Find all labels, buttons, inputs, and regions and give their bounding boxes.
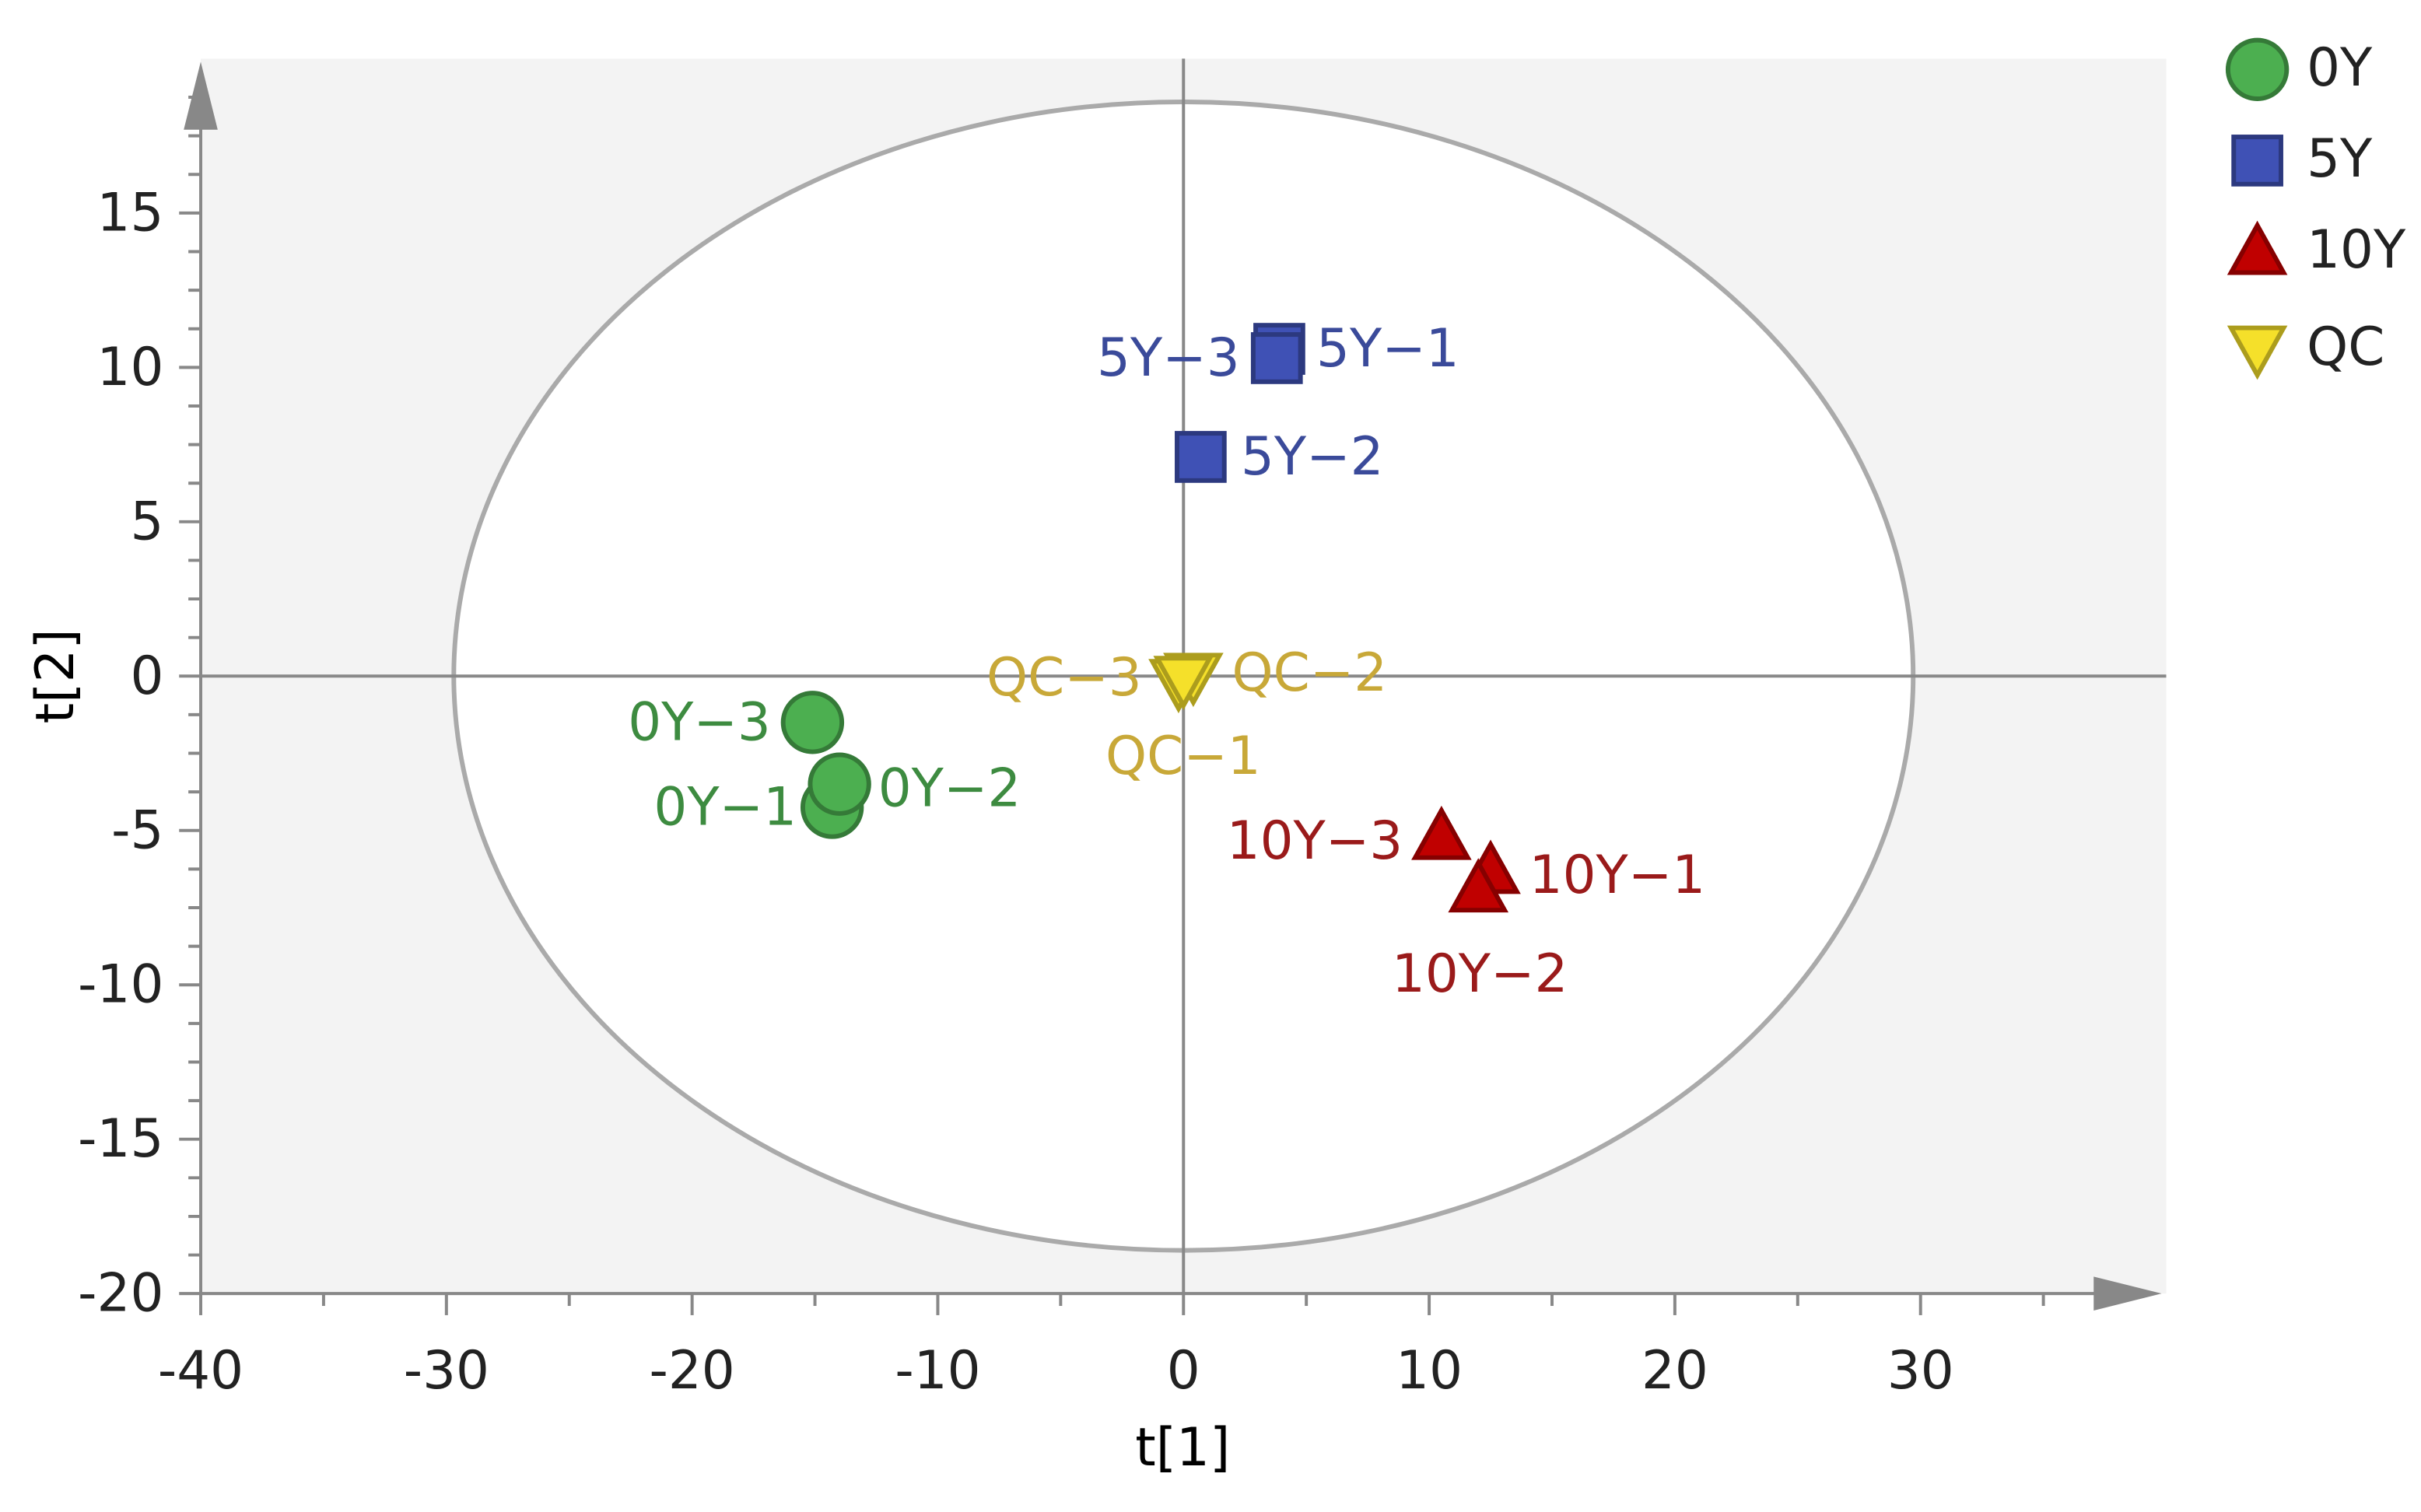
x-tick-label: 0 [1167,1339,1200,1401]
point-label: 10Y−3 [1227,810,1403,871]
x-tick-label: -10 [895,1339,980,1401]
point-label: 5Y−3 [1097,327,1240,388]
point-label: 10Y−1 [1529,844,1706,905]
legend-label: 10Y [2307,219,2406,280]
x-tick-label: -40 [158,1339,244,1401]
x-tick-label: 30 [1887,1339,1954,1401]
x-axis-label: t[1] [1135,1416,1230,1478]
x-axis-arrow [2093,1276,2162,1311]
point-label: 5Y−2 [1241,425,1384,487]
y-tick-label: 5 [130,490,163,551]
legend-marker [2227,220,2288,275]
x-tick-label: 20 [1641,1339,1708,1401]
y-tick-label: -10 [78,954,163,1015]
y-tick-label: 0 [130,645,163,706]
x-tick-label: 10 [1396,1339,1463,1401]
point-label: QC−3 [986,646,1142,708]
y-tick-label: 10 [97,336,164,397]
legend-label: 5Y [2307,128,2373,189]
data-point [1448,858,1509,913]
legend-marker [2231,135,2283,187]
point-label: 0Y−2 [878,758,1021,819]
x-tick-label: -20 [650,1339,735,1401]
legend-marker [2225,37,2290,101]
point-label: QC−2 [1232,642,1388,703]
point-label: 5Y−1 [1316,317,1459,379]
y-tick-label: 15 [97,181,164,243]
x-tick-label: -30 [404,1339,489,1401]
legend-label: QC [2307,316,2384,377]
data-point [780,691,845,754]
data-point [1250,332,1303,384]
legend-label: 0Y [2307,37,2373,98]
point-label: 0Y−3 [628,691,771,752]
data-point [808,752,871,816]
point-label: QC−1 [1105,725,1261,786]
point-label: 0Y−1 [653,776,797,838]
point-label: 10Y−2 [1392,943,1568,1004]
y-axis-label: t[2] [24,628,86,723]
data-point [1153,656,1214,711]
legend-marker [2227,325,2288,380]
data-point [1175,431,1227,483]
y-tick-label: -20 [78,1262,163,1324]
data-point [1411,805,1472,860]
y-tick-label: -15 [78,1108,163,1169]
y-tick-label: -5 [111,799,163,860]
